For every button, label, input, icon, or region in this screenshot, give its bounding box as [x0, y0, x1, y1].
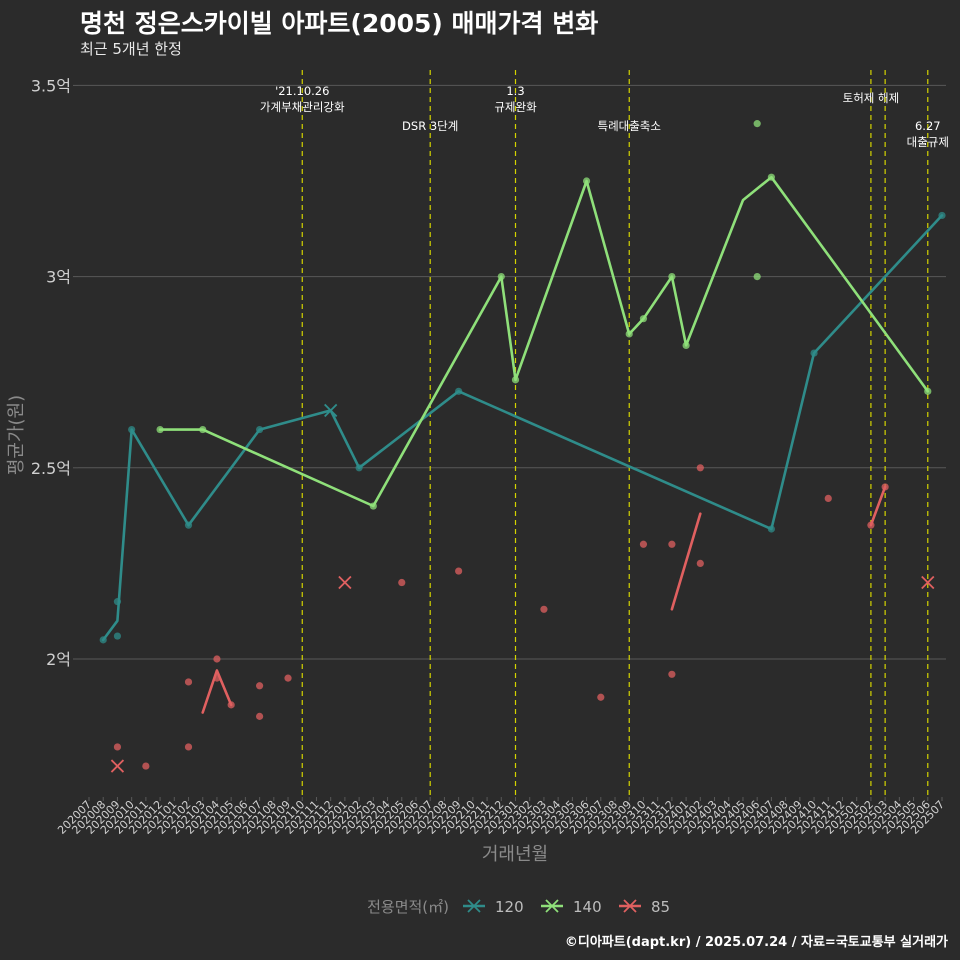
series-85-segment [869, 485, 887, 527]
event-label: 대출규제 [907, 135, 949, 149]
x-mark-stroke [545, 899, 559, 913]
series-120-x-mark [324, 403, 338, 418]
series-85-x-mark [338, 575, 352, 590]
chart-subtitle: 최근 5개년 한정 [80, 40, 182, 58]
series-85-point [696, 559, 704, 568]
series-140-point [639, 315, 648, 323]
y-tick-label: 3억 [46, 268, 71, 287]
series-85-point [540, 605, 548, 613]
series-120-point [184, 521, 193, 529]
x-axis-title: 거래년월 [482, 844, 548, 865]
series-140-point [668, 273, 676, 281]
event-label: 토허제 해제 [843, 91, 900, 105]
legend-label: 140 [573, 898, 602, 916]
series-140-point [497, 273, 505, 281]
series-85-point [284, 674, 292, 682]
x-axis: 2020072020082020092020102020112020122021… [55, 797, 947, 837]
series-120-point [767, 525, 776, 533]
series-layer [99, 120, 946, 773]
x-mark-stroke [324, 403, 338, 418]
series-140-point [753, 120, 761, 128]
series-120-point [355, 464, 363, 472]
series-85-point [668, 670, 676, 678]
series-120-point [455, 387, 463, 395]
event-label: DSR 3단계 [402, 119, 458, 133]
series-85-point [213, 655, 221, 663]
series-120-point [128, 425, 136, 434]
event-label: '21.10.26 [275, 84, 329, 98]
y-axis-title: 평균가(원) [6, 395, 27, 475]
series-85-point [597, 693, 605, 701]
legend-key-mark [467, 899, 481, 913]
series-140-point [767, 173, 776, 181]
series-140-point [753, 273, 761, 281]
series-140-point [199, 425, 207, 434]
series-120-line [101, 214, 944, 642]
legend-key-mark [545, 899, 559, 913]
x-mark-stroke [921, 575, 935, 590]
y-tick-label: 2.5억 [31, 459, 71, 478]
series-140-point [511, 376, 520, 384]
x-mark-stroke [110, 759, 125, 773]
series-85-point [867, 521, 875, 529]
y-tick-label: 3.5억 [31, 76, 71, 95]
series-85-segment [670, 512, 702, 611]
series-85-point [113, 743, 122, 751]
x-mark-stroke [338, 575, 352, 590]
series-85-point [184, 678, 193, 686]
series-85-point [824, 494, 832, 502]
series-85-point [142, 762, 150, 770]
series-140-point [369, 502, 377, 510]
series-120-point [113, 598, 122, 606]
series-85-point [668, 540, 676, 548]
series-85-point [639, 540, 648, 548]
source-caption: ©디아파트(dapt.kr) / 2025.07.24 / 자료=국토교통부 실… [564, 935, 948, 950]
legend-label: 120 [495, 898, 524, 916]
legend-label: 85 [651, 898, 670, 916]
x-mark-stroke [623, 899, 637, 913]
series-85-point [213, 674, 221, 682]
series-85-x-mark [921, 575, 935, 590]
series-85-segment [201, 669, 233, 714]
series-120-point [113, 632, 122, 640]
series-85-point [696, 464, 704, 472]
series-140-point [682, 341, 690, 350]
series-85-x-mark [110, 759, 125, 773]
series-120-point [256, 425, 264, 434]
event-label: 가계부채관리강화 [260, 100, 345, 114]
series-85-point [256, 682, 264, 690]
event-label: 규제완화 [494, 100, 537, 114]
event-label: 특례대출축소 [597, 119, 660, 133]
series-140-point [625, 330, 633, 338]
series-85-point [881, 483, 889, 491]
series-120-point [810, 349, 818, 357]
series-85-point [455, 567, 463, 575]
x-mark-stroke [467, 899, 481, 913]
y-tick-label: 2억 [46, 650, 71, 669]
event-label: 1.3 [506, 84, 524, 98]
chart-title: 명천 정은스카이빌 아파트(2005) 매매가격 변화 [80, 9, 599, 38]
legend-title: 전용면적(㎡) [367, 898, 449, 916]
series-140-line [158, 175, 930, 508]
series-85-point [398, 578, 406, 587]
series-85-point [184, 743, 193, 751]
series-85-point [227, 701, 235, 709]
legend: 전용면적(㎡) 120 140 85 [367, 898, 670, 916]
series-85-point [256, 712, 264, 720]
series-140-point [924, 387, 932, 395]
legend-key-mark [623, 899, 637, 913]
series-140-point [156, 425, 164, 434]
grid-lines [78, 84, 946, 660]
series-120-point [938, 211, 946, 220]
event-label: 6.27 [915, 119, 941, 133]
y-axis: 2억 2.5억 3억 3.5억 [31, 76, 78, 669]
series-140-point [582, 177, 591, 185]
series-120-point [99, 636, 107, 644]
